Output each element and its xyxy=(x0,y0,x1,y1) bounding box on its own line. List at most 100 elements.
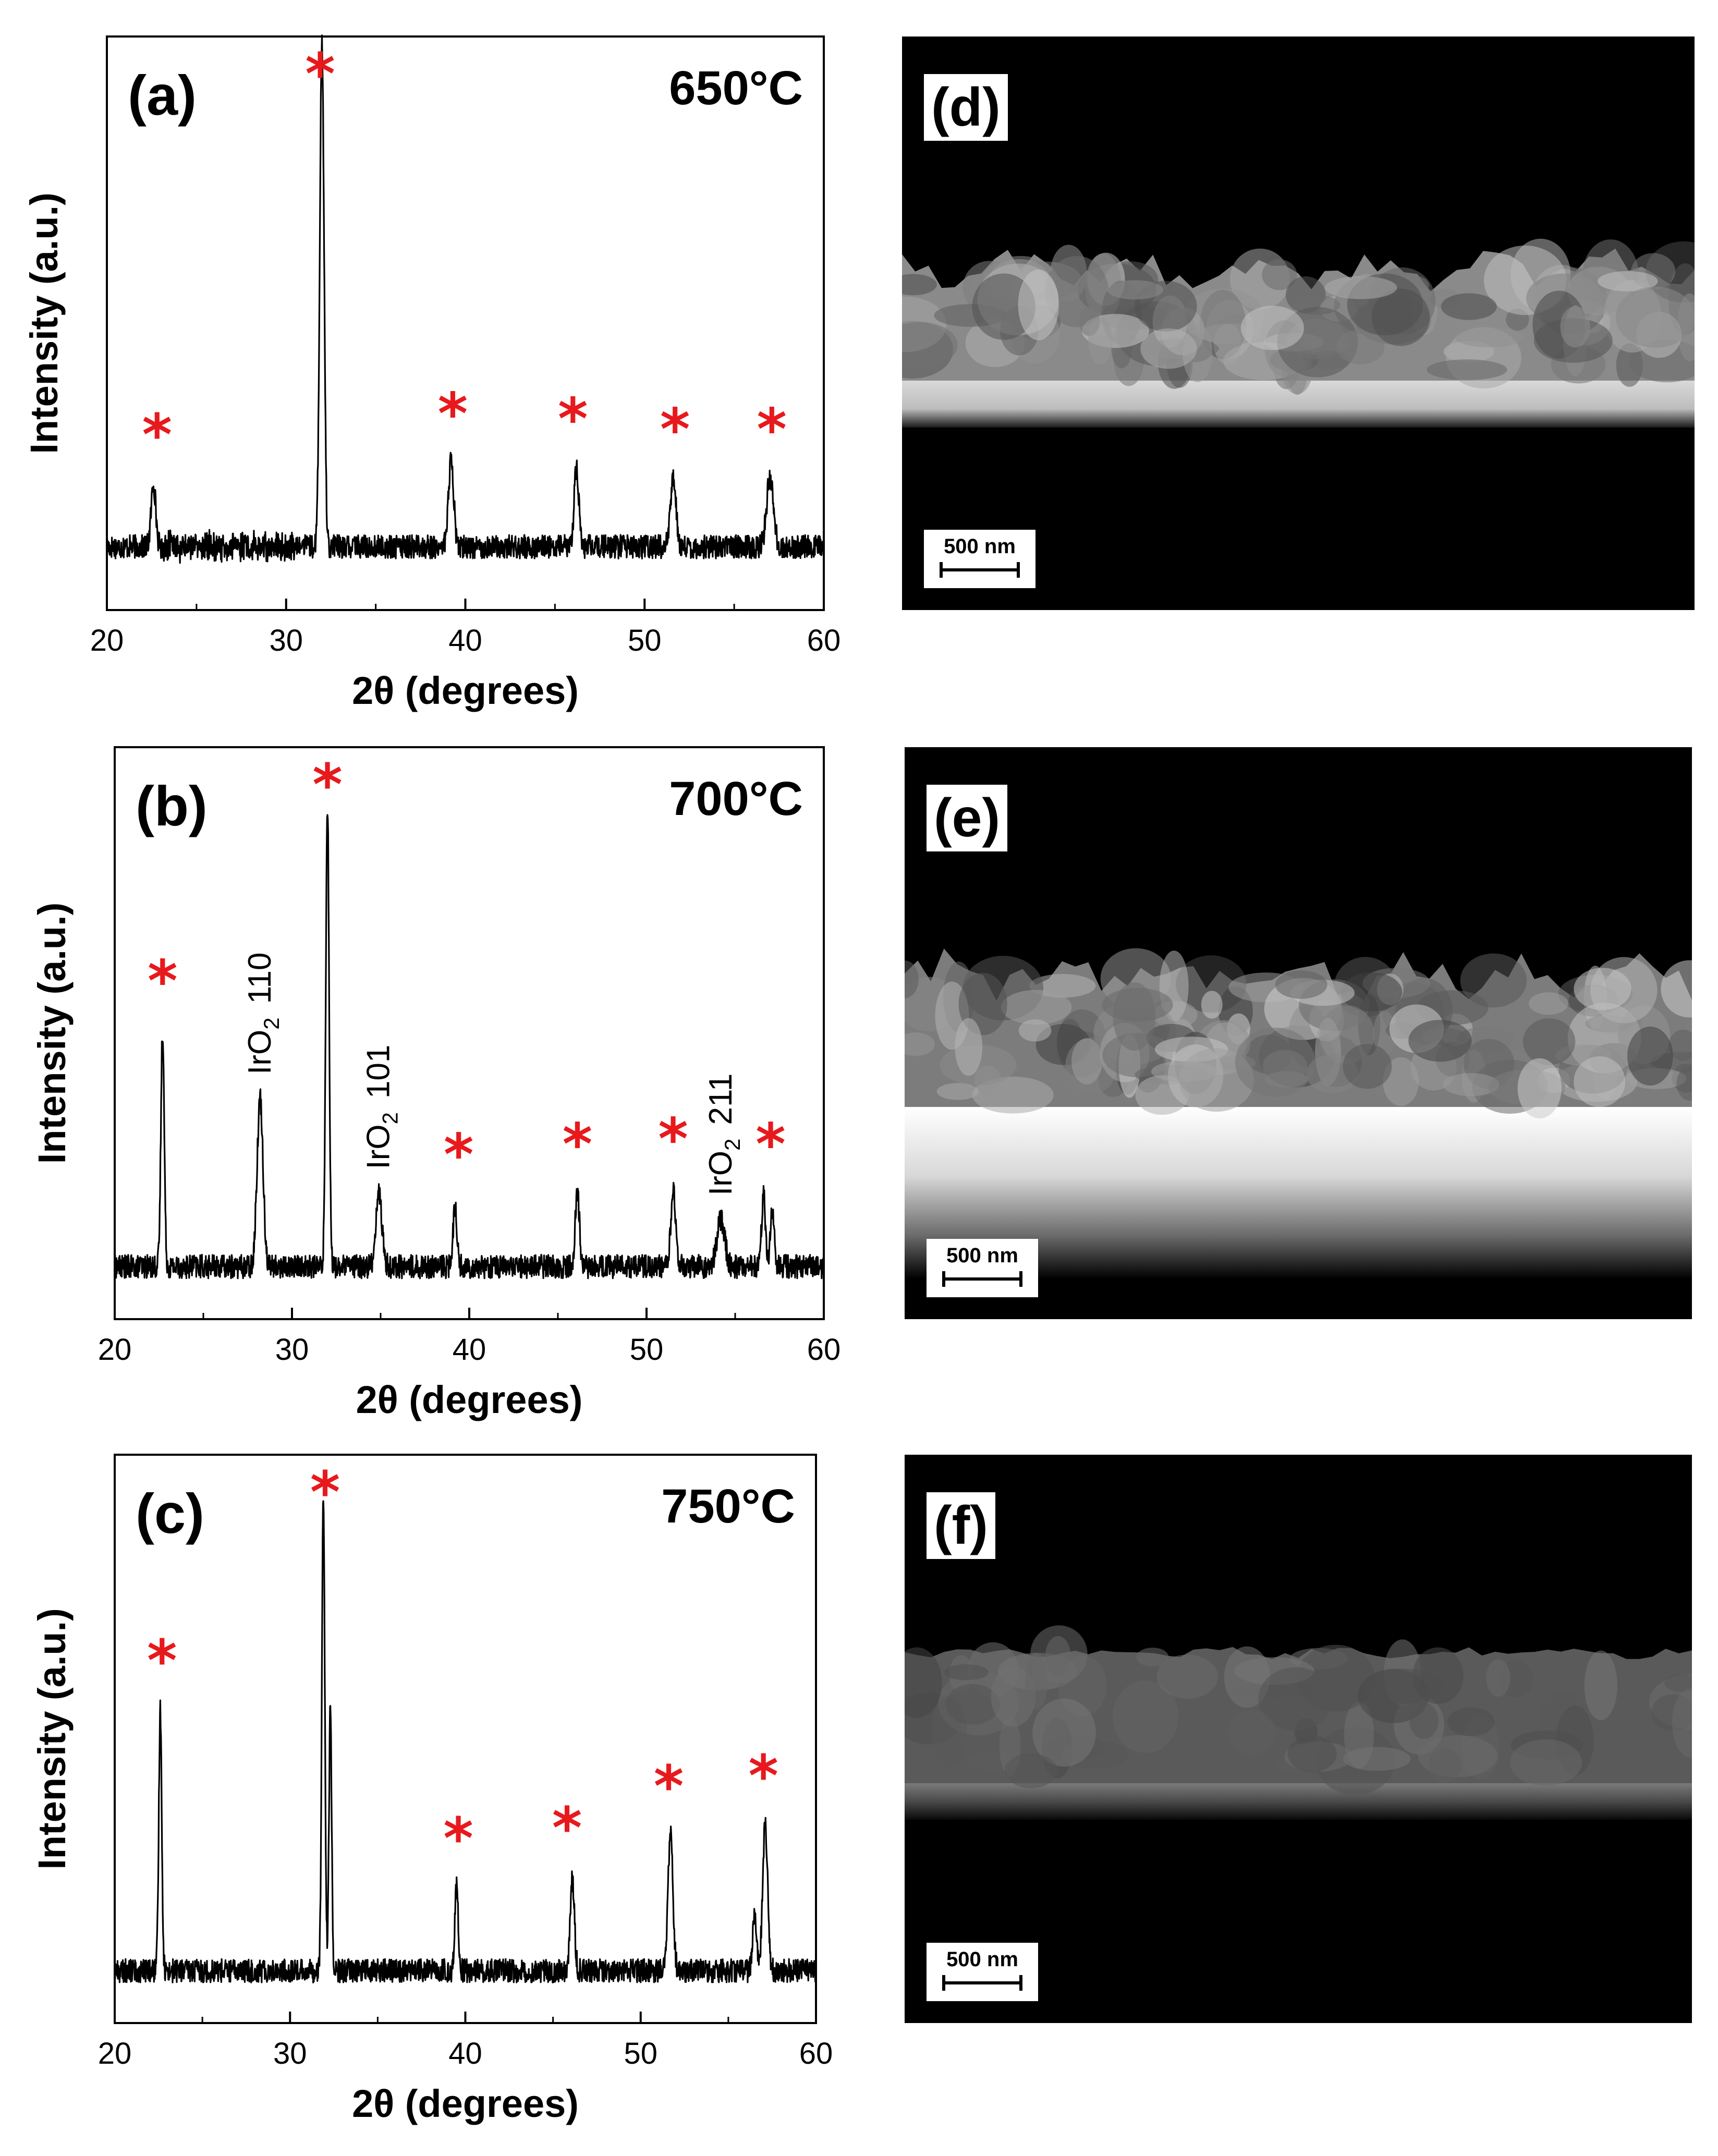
film-grain xyxy=(1517,1058,1562,1118)
panel-label: (d) xyxy=(924,74,1008,141)
peak-marker: * xyxy=(756,1111,786,1178)
sem-image-f: (f) 500 nm xyxy=(905,1455,1692,2023)
scale-bar-label: 500 nm xyxy=(946,1244,1018,1267)
scale-bar-line xyxy=(942,1271,1022,1287)
film-grain xyxy=(1018,269,1059,340)
substrate-layer xyxy=(905,1783,1692,1820)
film-grain xyxy=(1455,327,1524,348)
annotation-subscript: 2 xyxy=(259,1017,284,1029)
film-grain xyxy=(972,273,1035,340)
film-grain xyxy=(1486,1659,1510,1697)
scale-bar-line xyxy=(940,562,1020,578)
film-grain xyxy=(1362,1668,1443,1704)
film-grain xyxy=(1113,982,1156,1051)
annotation-formula: IrO xyxy=(242,1030,278,1075)
sem-image-e: (e) 500 nm xyxy=(905,747,1692,1319)
peak-marker: * xyxy=(438,380,468,447)
peak-marker: * xyxy=(147,1627,177,1694)
film-grain xyxy=(1441,293,1497,320)
film-grain xyxy=(1025,1653,1047,1710)
x-tick-label: 30 xyxy=(273,2037,307,2070)
plot-frame xyxy=(114,1454,817,2024)
film-grain xyxy=(1669,1029,1692,1061)
film-grain xyxy=(1343,1044,1392,1089)
panel-label: (b) xyxy=(136,774,208,837)
y-axis-label: Intensity (a.u.) xyxy=(30,1608,74,1870)
film-grain xyxy=(1275,970,1327,999)
film-grain xyxy=(1140,328,1197,369)
film-grain xyxy=(1522,1018,1576,1065)
annotation-subscript: 2 xyxy=(720,1138,745,1150)
sem-micrograph xyxy=(905,1625,1692,1820)
x-tick-label: 20 xyxy=(98,1333,132,1367)
film-grain xyxy=(1409,1702,1439,1739)
film-grain xyxy=(1136,1647,1169,1667)
xrd-panel-b: 20 30 40 50 60 2θ (degrees) Intensity (a.u.) (b… xyxy=(30,746,840,1421)
film-grain xyxy=(1598,271,1658,291)
film-grain xyxy=(1676,1066,1692,1101)
peak-annotation: IrO2 211 xyxy=(703,1074,745,1196)
y-axis-label: Intensity (a.u.) xyxy=(22,192,66,454)
xrd-trace xyxy=(106,34,825,564)
sem-micrograph xyxy=(905,948,1692,1279)
temperature-label: 700°C xyxy=(669,772,803,825)
x-axis-label: 2θ (degrees) xyxy=(352,669,579,712)
annotation-subscript: 2 xyxy=(378,1112,403,1124)
plot-frame xyxy=(106,35,825,611)
peak-annotation: IrO2 101 xyxy=(361,1045,403,1170)
film-grain xyxy=(1240,306,1304,350)
xrd-trace xyxy=(114,814,825,1280)
temperature-label: 650°C xyxy=(669,62,803,115)
film-grain xyxy=(1287,1735,1337,1772)
film-grain xyxy=(1560,306,1590,348)
film-grain xyxy=(1529,992,1568,1015)
film-grain xyxy=(955,1018,983,1076)
temperature-label: 750°C xyxy=(661,1480,795,1533)
film-grain xyxy=(1509,1739,1582,1786)
x-tick-label: 60 xyxy=(807,624,841,657)
film-grain xyxy=(1383,1057,1419,1106)
film-grain xyxy=(1427,359,1507,380)
y-axis-label: Intensity (a.u.) xyxy=(30,903,74,1164)
x-axis-label: 2θ (degrees) xyxy=(356,1378,583,1421)
scale-bar-line xyxy=(942,1975,1022,1991)
xrd-trace xyxy=(114,1500,817,1983)
film-grain xyxy=(1574,968,1631,1010)
film-grain xyxy=(1373,1010,1396,1056)
peak-marker: * xyxy=(444,1122,474,1188)
x-axis-label: 2θ (degrees) xyxy=(352,2082,579,2125)
film-grain xyxy=(1235,1027,1315,1097)
peak-marker: * xyxy=(310,1459,340,1526)
peak-marker: * xyxy=(148,948,178,1015)
panel-label: (f) xyxy=(927,1492,995,1559)
peak-marker: * xyxy=(312,751,343,818)
x-tick-label: 50 xyxy=(624,2037,657,2070)
film-grain xyxy=(1201,991,1223,1019)
film-grain xyxy=(1447,1707,1495,1736)
film-grain xyxy=(944,1664,989,1680)
peak-marker: * xyxy=(654,1753,684,1820)
peak-marker: * xyxy=(660,396,690,463)
x-tick-label: 30 xyxy=(269,624,303,657)
film-grain xyxy=(1107,280,1164,300)
film-grain xyxy=(1460,953,1527,1008)
film-grain xyxy=(1428,1748,1461,1783)
film-grain xyxy=(1258,1667,1333,1731)
scale-bar-label: 500 nm xyxy=(944,535,1016,558)
film-grain xyxy=(1341,972,1403,1012)
film-grain xyxy=(1018,1019,1052,1042)
film-grain xyxy=(1664,1674,1692,1692)
film-grain xyxy=(945,1684,1000,1725)
scale-bar: 500 nm xyxy=(927,1239,1038,1297)
x-tick-label: 40 xyxy=(448,624,482,657)
annotation-hkl: 101 xyxy=(361,1045,397,1099)
scale-bar: 500 nm xyxy=(924,530,1035,588)
film-grain xyxy=(905,1647,942,1718)
peak-marker: * xyxy=(563,1111,593,1178)
sem-image-d: (d) 500 nm xyxy=(902,36,1695,610)
film-grain xyxy=(1227,1709,1276,1756)
film-grain xyxy=(1672,1688,1692,1758)
panel-label: (a) xyxy=(128,64,197,127)
peak-annotation: IrO2 110 xyxy=(242,953,284,1075)
